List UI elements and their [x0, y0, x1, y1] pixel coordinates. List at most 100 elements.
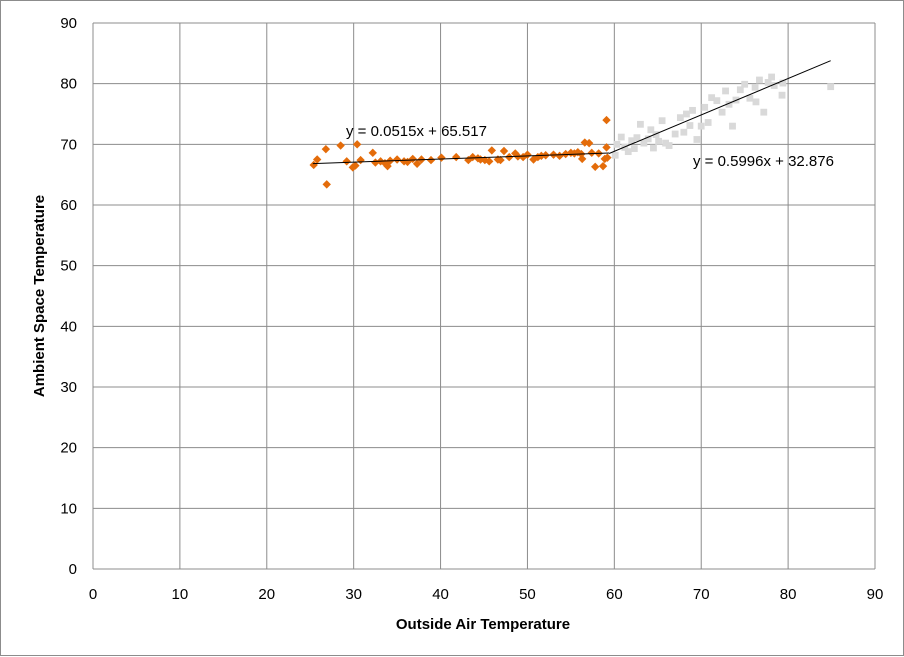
data-point-square [637, 120, 644, 128]
data-point-square [683, 110, 690, 118]
data-point-square [676, 114, 684, 122]
y-tick-label: 50 [60, 258, 77, 275]
data-point-diamond [580, 138, 589, 147]
data-point-square [665, 142, 673, 149]
data-point-diamond [555, 151, 564, 161]
data-point-diamond [518, 152, 528, 162]
data-point-diamond [309, 160, 318, 170]
data-point-square [662, 139, 669, 147]
data-point-square [778, 91, 786, 99]
data-point-square [708, 94, 716, 102]
data-point-square [640, 139, 648, 147]
data-point-square [644, 135, 652, 143]
data-point-diamond [351, 161, 360, 170]
data-point-diamond [587, 148, 596, 158]
x-tick-label: 0 [89, 586, 97, 603]
data-point-diamond [570, 149, 579, 158]
data-point-square [760, 108, 768, 116]
data-point-diamond [451, 152, 461, 162]
data-point-diamond [529, 155, 538, 164]
gridlines [92, 22, 876, 570]
data-point-diamond [496, 155, 505, 165]
x-tick-label: 90 [867, 586, 884, 603]
data-point-diamond [504, 152, 514, 162]
data-point-diamond [602, 115, 611, 125]
data-point-diamond [356, 155, 365, 165]
data-point-square [658, 117, 666, 125]
data-point-diamond [368, 148, 377, 158]
data-point-square [713, 97, 721, 105]
y-tick-label: 90 [60, 15, 77, 32]
data-point-square [611, 151, 619, 159]
data-point-diamond [408, 154, 417, 164]
data-point-diamond [437, 153, 446, 162]
y-tick-label: 10 [60, 500, 77, 517]
y-tick-label: 0 [69, 561, 77, 578]
data-point-diamond [603, 153, 612, 162]
trendline-equation-low: y = 0.0515x + 65.517 [346, 123, 487, 140]
y-tick-label: 30 [60, 379, 77, 396]
x-tick-label: 50 [519, 586, 536, 603]
data-point-square [671, 130, 679, 138]
data-point-square [764, 79, 772, 86]
y-tick-label: 80 [60, 76, 77, 93]
data-point-square [770, 82, 778, 89]
trendlines [312, 60, 831, 165]
data-point-diamond [523, 150, 532, 159]
y-tick-label: 40 [60, 318, 77, 335]
data-point-diamond [412, 159, 422, 168]
x-tick-label: 30 [345, 586, 362, 603]
data-point-diamond [468, 152, 477, 162]
data-point-square [633, 134, 641, 142]
data-point-diamond [426, 155, 436, 165]
data-point-diamond [321, 144, 331, 154]
y-axis-ticks: 0 10 20 30 40 50 60 70 80 90 [60, 15, 77, 578]
data-point-diamond [403, 157, 412, 167]
x-tick-label: 80 [780, 586, 797, 603]
data-point-square [628, 137, 636, 145]
data-point-diamond [591, 162, 600, 171]
data-point-square [630, 145, 638, 152]
data-point-square [650, 144, 657, 152]
x-tick-label: 10 [172, 586, 189, 603]
data-point-square [701, 103, 709, 111]
data-point-square [689, 106, 696, 114]
data-point-square [768, 73, 776, 81]
x-axis-ticks: 0 10 20 30 40 50 60 70 80 90 [89, 586, 884, 603]
x-tick-label: 70 [693, 586, 710, 603]
data-point-square [729, 122, 736, 130]
data-point-square [741, 80, 749, 88]
data-point-square [779, 79, 787, 87]
data-point-diamond [476, 155, 485, 164]
x-tick-label: 40 [432, 586, 449, 603]
x-axis-title: Outside Air Temperature [396, 616, 570, 633]
trendline-equation-high: y = 0.5996x + 32.876 [693, 153, 834, 170]
data-point-square [680, 128, 688, 136]
data-point-diamond [312, 155, 322, 164]
data-point-square [704, 119, 712, 126]
y-axis-title: Ambient Space Temperature [31, 195, 48, 397]
data-point-square [613, 140, 621, 148]
data-point-square [655, 137, 663, 145]
x-tick-label: 60 [606, 586, 623, 603]
data-point-diamond [392, 155, 402, 164]
data-point-square [617, 133, 625, 141]
data-point-diamond [352, 140, 362, 149]
data-point-square [756, 76, 763, 84]
data-point-diamond [499, 146, 509, 156]
data-point-diamond [485, 157, 494, 166]
data-point-diamond [598, 161, 608, 171]
data-point-diamond [322, 180, 331, 189]
y-tick-label: 70 [60, 136, 77, 153]
data-point-diamond [577, 154, 587, 164]
data-point-square [827, 83, 835, 91]
data-point-square [718, 108, 726, 116]
data-point-square [693, 136, 701, 143]
data-point-square [725, 100, 733, 108]
data-point-square [752, 98, 760, 106]
data-point-diamond [573, 148, 583, 157]
data-point-diamond [487, 146, 497, 155]
data-point-square [746, 94, 754, 102]
trendline-high [608, 60, 831, 154]
